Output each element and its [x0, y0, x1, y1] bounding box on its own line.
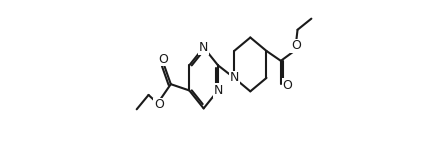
Text: O: O: [158, 52, 168, 66]
Text: N: N: [213, 84, 222, 97]
Text: N: N: [199, 41, 208, 54]
Text: O: O: [283, 79, 293, 91]
Text: N: N: [230, 71, 239, 84]
Text: O: O: [291, 39, 301, 52]
Text: O: O: [154, 98, 164, 111]
